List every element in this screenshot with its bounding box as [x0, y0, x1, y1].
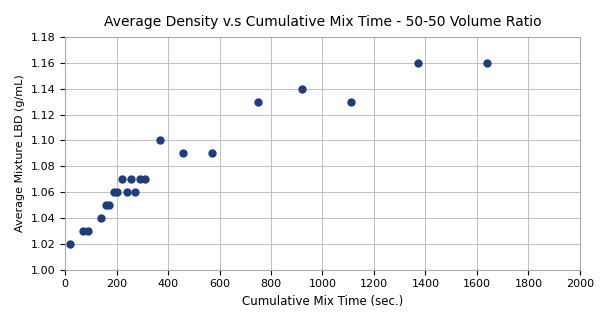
- Point: [482, 60, 492, 66]
- Title: Average Density v.s Cumulative Mix Time - 50-50 Volume Ratio: Average Density v.s Cumulative Mix Time …: [104, 15, 541, 29]
- Point: [178, 151, 188, 156]
- Point: [104, 203, 114, 208]
- Point: [413, 60, 423, 66]
- Point: [101, 203, 111, 208]
- Point: [207, 151, 217, 156]
- Point: [253, 99, 263, 104]
- Point: [65, 241, 75, 246]
- Point: [96, 215, 106, 221]
- Point: [297, 86, 307, 91]
- X-axis label: Cumulative Mix Time (sec.): Cumulative Mix Time (sec.): [242, 295, 403, 308]
- Point: [135, 177, 144, 182]
- Point: [140, 177, 150, 182]
- Point: [130, 190, 139, 195]
- Point: [83, 228, 93, 234]
- Point: [126, 177, 136, 182]
- Point: [78, 228, 88, 234]
- Point: [122, 190, 132, 195]
- Point: [155, 138, 165, 143]
- Point: [117, 177, 127, 182]
- Point: [111, 190, 121, 195]
- Point: [109, 190, 119, 195]
- Y-axis label: Average Mixture LBD (g/mL): Average Mixture LBD (g/mL): [15, 75, 25, 232]
- Point: [346, 99, 356, 104]
